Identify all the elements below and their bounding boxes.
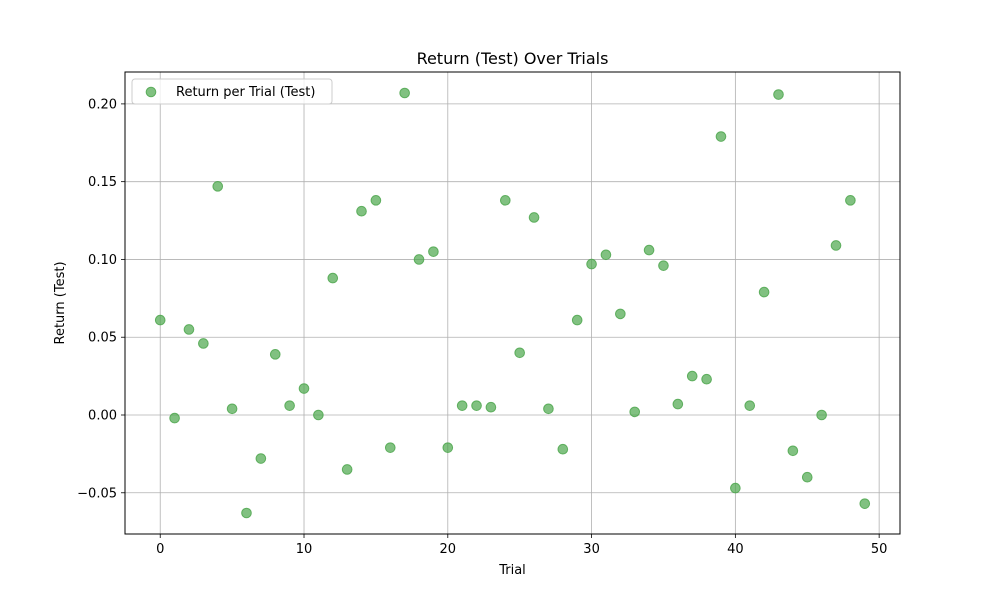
data-point (528, 212, 540, 223)
data-point (269, 349, 281, 360)
y-axis-label: Return (Test) (53, 261, 68, 344)
data-point (701, 373, 712, 385)
data-point (212, 181, 224, 192)
data-point (298, 383, 310, 394)
data-point (241, 507, 252, 519)
data-point (169, 412, 180, 424)
y-tick-label: 0.15 (88, 175, 117, 190)
grid-lines (125, 72, 900, 534)
data-point (629, 406, 641, 418)
x-tick-label: 0 (156, 542, 164, 557)
plot-area-frame (124, 71, 901, 535)
legend-marker (145, 86, 157, 98)
data-point (255, 453, 267, 464)
data-point (485, 401, 497, 413)
data-point (226, 403, 238, 415)
data-points (154, 87, 871, 519)
data-point (830, 240, 842, 251)
y-tick-label: 0.10 (88, 253, 117, 268)
x-tick-label: 40 (727, 542, 744, 557)
data-point (686, 370, 698, 382)
x-tick-label: 30 (583, 542, 600, 557)
data-point (442, 442, 454, 453)
data-point (413, 254, 425, 265)
data-point (428, 246, 439, 257)
data-point (198, 338, 209, 349)
data-point (730, 482, 741, 494)
data-point (356, 205, 367, 217)
data-point (658, 260, 669, 271)
x-tick-label: 20 (440, 542, 457, 557)
legend-box (131, 78, 333, 105)
chart-title: Return (Test) Over Trials (417, 49, 609, 68)
data-point (557, 443, 569, 455)
data-point (284, 400, 295, 411)
data-point (456, 400, 468, 411)
y-tick-label: 0.20 (88, 97, 117, 112)
x-tick-label: 10 (296, 542, 313, 557)
data-point (543, 403, 554, 415)
data-point (773, 89, 784, 100)
legend-label: Return per Trial (Test) (176, 85, 315, 100)
y-tick-label: 0.05 (88, 331, 117, 346)
legend: Return per Trial (Test) (131, 78, 333, 105)
data-point (154, 314, 166, 326)
data-point (571, 314, 583, 326)
data-point (183, 324, 195, 335)
data-point (758, 286, 770, 298)
data-point (643, 244, 655, 256)
data-point (471, 400, 482, 411)
data-point (744, 400, 756, 411)
data-point (672, 398, 684, 410)
data-point (500, 195, 511, 206)
data-point (399, 87, 410, 99)
data-point (384, 442, 396, 453)
data-point (787, 445, 799, 457)
data-point (715, 131, 727, 142)
data-point (859, 498, 871, 509)
data-point (600, 249, 612, 261)
data-point (801, 471, 813, 483)
axis-ticks: 0 10 20 30 40 50 −0.05 0.00 0.05 0.10 0.15 0.20 (77, 97, 887, 557)
data-point (313, 409, 324, 421)
y-tick-label: 0.00 (88, 409, 117, 424)
y-tick-label: −0.05 (77, 486, 117, 501)
data-point (816, 409, 827, 421)
x-axis-label: Trial (498, 563, 526, 578)
data-point (514, 347, 525, 359)
data-point (615, 308, 626, 320)
data-point (327, 272, 339, 284)
x-tick-label: 50 (871, 542, 888, 557)
data-point (845, 195, 856, 206)
data-point (586, 258, 597, 270)
data-point (341, 464, 353, 475)
data-point (370, 195, 382, 206)
